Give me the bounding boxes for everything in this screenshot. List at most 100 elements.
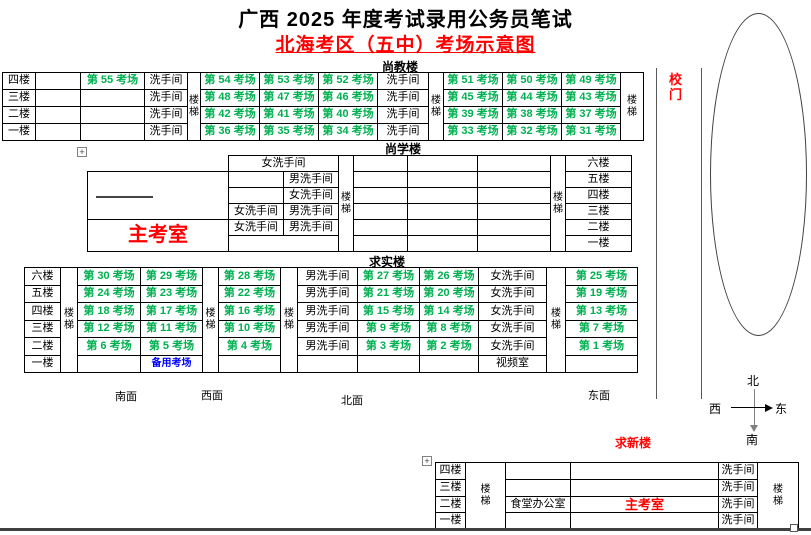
floor-label-cell: 六楼 [565,155,632,172]
building-table-shangjiao: 四楼 三楼 二楼 一楼第 55 考场 洗手间 洗手间 洗手间 洗手间楼 梯第 54 考场第 5… [2,72,644,141]
compass-east-arrow-icon [765,404,773,412]
table-move-handle-icon[interactable] [77,147,87,157]
washroom-cell: 男洗手间 [297,302,358,321]
stairs-cell: 楼 梯 [620,72,644,141]
building-label-qiuxin: 求新楼 [615,436,652,450]
exam-room-cell: 第 35 考场 [259,123,319,141]
exam-room-cell: 第 21 考场 [357,285,420,303]
exam-room-cell: 第 34 考场 [318,123,378,141]
compass-west-label: 西 [709,402,722,416]
gate-road-line-right [701,68,702,399]
exam-room-cell: 第 51 考场 [443,72,503,90]
empty-cell [505,479,571,497]
empty-cell [407,219,478,236]
compass-horizontal-line [731,407,767,408]
stairs-cell: 楼 梯 [280,267,298,373]
exam-room-cell: 第 48 考场 [200,89,260,107]
facade-label-north: 北面 [341,395,363,407]
exam-room-cell: 第 54 考场 [200,72,260,90]
washroom-cell: 男洗手间 [297,320,358,338]
running-track-ellipse [710,13,807,336]
washroom-cell: 女洗手间 [228,155,339,172]
table-resize-handle-icon[interactable] [790,524,798,532]
floor-label-cell: 五楼 [24,285,61,303]
page-subtitle: 北海考区（五中）考场示意图 [275,35,536,56]
empty-cell [570,462,719,480]
exam-room-cell: 第 24 考场 [77,285,141,303]
washroom-cell: 女洗手间 [478,302,547,321]
building-table-shangxue: 主考室 女洗手间 男洗手间 女洗手间 女洗手间 男洗手间 女洗手间 男洗手间楼 梯楼 梯六楼五… [87,155,632,252]
floor-label-cell: 三楼 [24,320,61,338]
exam-room-cell: 第 1 考场 [565,337,638,356]
floor-label-cell: 一楼 [435,512,466,529]
empty-cell [353,203,408,220]
building-table-qiushi: 六楼 五楼 四楼 三楼 二楼 一楼楼 梯第 30 考场第 24 考场第 18 考场第 12… [24,267,638,373]
exam-room-cell: 第 29 考场 [140,267,203,286]
washroom-cell: 洗手间 [718,462,758,480]
stairs-cell: 楼 梯 [550,155,566,252]
empty-cell [477,171,551,188]
exam-room-cell: 第 10 考场 [218,320,281,338]
compass-north-label: 北 [747,374,760,388]
washroom-cell: 洗手间 [718,512,758,529]
canteen-office-cell: 食堂办公室 [505,496,571,513]
exam-room-cell: 第 31 考场 [561,123,621,141]
reserve-room-cell: 备用考场 [140,355,203,373]
exam-room-cell: 第 16 考场 [218,302,281,321]
empty-cell [477,219,551,236]
exam-room-cell: 第 15 考场 [357,302,420,321]
page-title: 广西 2025 年度考试录用公务员笔试 [238,9,573,31]
exam-room-cell: 第 4 考场 [218,337,281,356]
stairs-cell: 楼 梯 [465,462,506,529]
washroom-cell: 女洗手间 [478,285,547,303]
washroom-cell: 洗手间 [144,72,188,90]
washroom-cell: 洗手间 [718,479,758,497]
empty-cell [407,203,478,220]
washroom-cell: 女洗手间 [478,320,547,338]
empty-cell [570,512,719,529]
floor-label-cell: 四楼 [24,302,61,321]
washroom-cell: 洗手间 [377,123,429,141]
chief-exam-office-cell: 主考室 [87,219,229,252]
exam-room-cell: 第 25 考场 [565,267,638,286]
compass-east-label: 东 [775,402,788,416]
empty-cell [407,171,478,188]
exam-room-cell: 第 49 考场 [561,72,621,90]
exam-room-cell: 第 27 考场 [357,267,420,286]
exam-room-cell: 第 3 考场 [357,337,420,356]
exam-room-cell: 第 42 考场 [200,106,260,124]
exam-room-cell: 第 40 考场 [318,106,378,124]
floor-label-cell: 四楼 [435,462,466,480]
empty-cell [80,123,145,141]
building-label-qiushi: 求实楼 [369,255,406,269]
empty-cell [477,155,551,172]
empty-cell [407,187,478,204]
stairs-cell: 楼 梯 [202,267,219,373]
note-dash-line [96,196,153,198]
exam-room-cell: 第 30 考场 [77,267,141,286]
washroom-cell: 洗手间 [377,72,429,90]
exam-room-cell: 第 11 考场 [140,320,203,338]
exam-room-cell: 第 5 考场 [140,337,203,356]
floor-label-cell: 二楼 [435,496,466,513]
empty-cell [35,72,81,90]
exam-room-cell: 第 43 考场 [561,89,621,107]
exam-room-cell: 第 6 考场 [77,337,141,356]
stairs-cell: 楼 梯 [546,267,566,373]
floor-label-cell: 二楼 [565,219,632,236]
exam-room-cell: 第 36 考场 [200,123,260,141]
exam-room-cell: 第 8 考场 [419,320,479,338]
exam-room-cell: 第 52 考场 [318,72,378,90]
exam-room-cell: 第 13 考场 [565,302,638,321]
empty-cell [35,89,81,107]
empty-cell [407,235,478,252]
compass-south-arrow-icon [750,425,758,432]
exam-room-cell: 第 18 考场 [77,302,141,321]
exam-room-cell: 第 14 考场 [419,302,479,321]
empty-cell [80,106,145,124]
washroom-cell: 洗手间 [144,123,188,141]
table-move-handle-icon[interactable] [422,456,432,466]
exam-room-cell: 第 45 考场 [443,89,503,107]
exam-room-cell: 第 9 考场 [357,320,420,338]
empty-cell [477,187,551,204]
